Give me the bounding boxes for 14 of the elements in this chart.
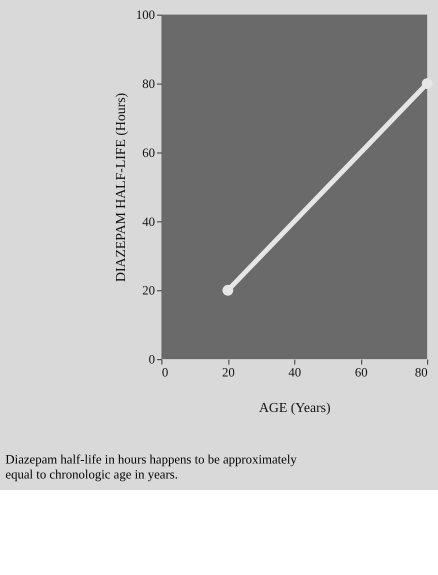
y-tick-label: 40 [142, 214, 156, 229]
y-tick-label: 60 [142, 146, 156, 160]
y-tick-label: 20 [142, 284, 156, 298]
x-axis-title: AGE (Years) [258, 400, 331, 415]
y-tick-label: 0 [148, 352, 156, 367]
x-tick-label: 40 [288, 365, 302, 380]
x-tick-label: 0 [162, 365, 168, 380]
y-tick-label: 80 [142, 77, 156, 92]
y-tick-label: 100 [136, 8, 156, 22]
x-tick-label: 20 [222, 365, 235, 380]
y-axis-title: DIAZEPAM HALF-LIFE (Hours) [113, 92, 128, 282]
x-tick-label: 80 [414, 365, 428, 380]
text: Diazepam half-life in hours happens to be approximately equal to chronologic age in years. [5, 452, 298, 482]
x-tick-label: 60 [354, 365, 368, 380]
